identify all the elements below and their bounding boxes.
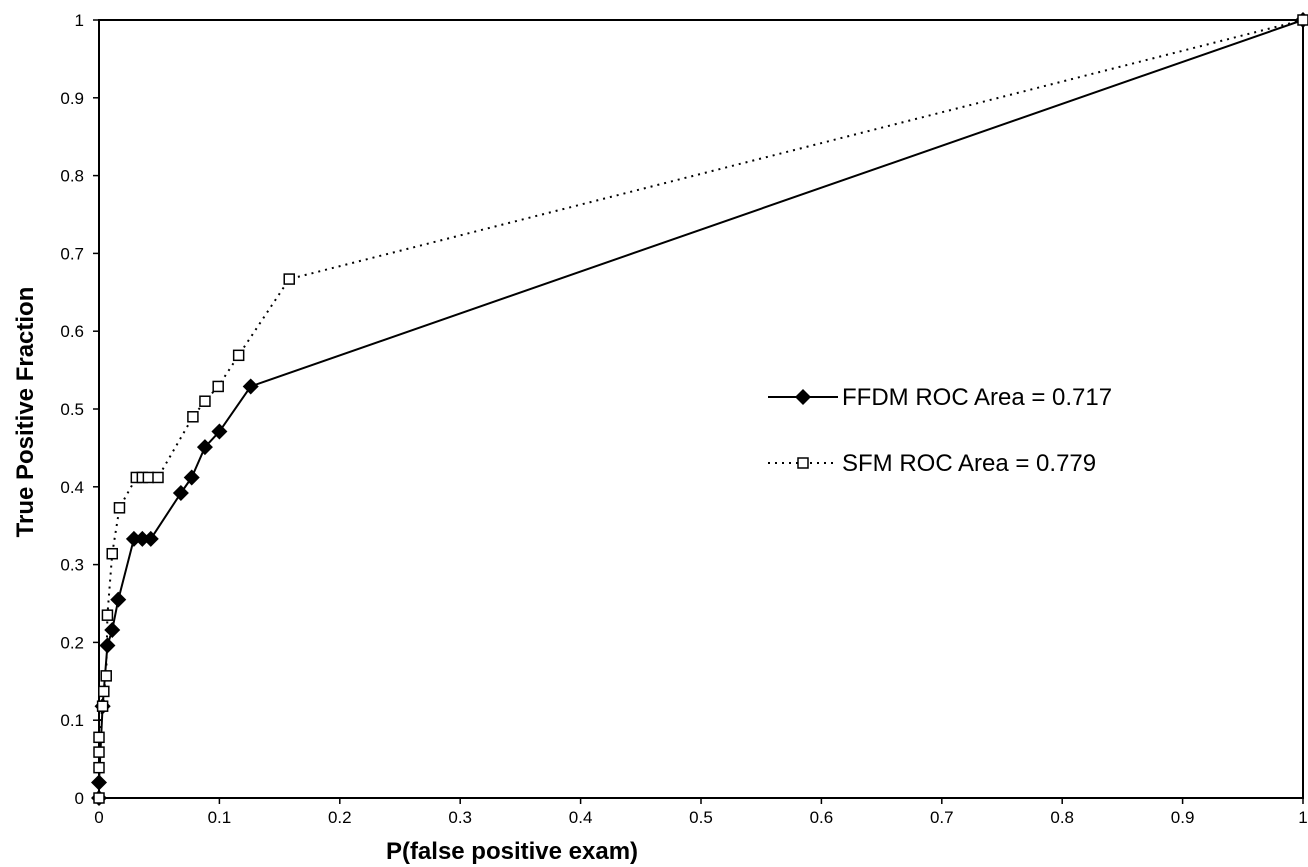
- data-point-ffdm: [196, 439, 213, 456]
- y-axis-title: True Positive Fraction: [12, 287, 39, 538]
- x-tick-label: 0.2: [328, 808, 352, 827]
- data-point-ffdm: [110, 591, 127, 608]
- data-point-sfm: [101, 609, 114, 621]
- x-tick-label: 0.1: [208, 808, 232, 827]
- data-point-ffdm: [99, 637, 116, 654]
- y-tick-label: 0.1: [60, 711, 84, 730]
- data-point-sfm: [152, 471, 164, 484]
- legend-marker-sfm: [797, 457, 809, 469]
- x-tick-label: 1: [1298, 808, 1307, 827]
- y-tick-label: 0.9: [60, 89, 84, 108]
- x-tick-label: 0: [94, 808, 103, 827]
- y-tick-label: 0.6: [60, 322, 84, 341]
- series-line-sfm: [98, 19, 1304, 798]
- data-point-sfm: [199, 395, 211, 407]
- legend-marker-ffdm: [795, 389, 811, 405]
- legend-label-ffdm: FFDM ROC Area = 0.717: [842, 384, 1112, 411]
- x-tick-label: 0.4: [569, 808, 593, 827]
- legend: FFDM ROC Area = 0.717 SFM ROC Area = 0.7…: [768, 384, 1112, 477]
- data-point-sfm: [283, 273, 295, 285]
- legend-item-ffdm: FFDM ROC Area = 0.717: [768, 384, 1112, 411]
- y-tick-label: 0.4: [60, 478, 84, 497]
- legend-label-sfm: SFM ROC Area = 0.779: [842, 450, 1096, 477]
- x-tick-label: 0.6: [810, 808, 834, 827]
- data-point-sfm: [212, 380, 224, 393]
- data-point-sfm: [93, 792, 105, 804]
- data-point-ffdm: [134, 530, 151, 547]
- series-layer: [91, 12, 1308, 806]
- y-tick-label: 0: [75, 789, 84, 808]
- x-tick-label: 0.8: [1050, 808, 1074, 827]
- data-point-sfm: [113, 502, 126, 514]
- data-point-ffdm: [172, 485, 189, 502]
- y-tick-label: 1: [75, 11, 84, 30]
- x-tick-label: 0.7: [930, 808, 954, 827]
- data-point-sfm: [100, 670, 112, 682]
- x-tick-label: 0.5: [689, 808, 713, 827]
- data-point-sfm: [93, 746, 105, 758]
- axis-ticks: 0 0.1 0.2 0.3 0.4 0.5 0.6 0.7 0.8 0.9 1 0 0.1 0.2 0.3 0…: [60, 11, 1307, 827]
- plot-area: [98, 19, 1304, 799]
- y-tick-label: 0.8: [60, 167, 84, 186]
- series-sfm: [93, 14, 1308, 804]
- data-point-ffdm: [242, 378, 259, 395]
- x-axis-title: P(false positive exam): [386, 838, 638, 865]
- data-point-sfm: [93, 761, 105, 774]
- data-point-sfm: [98, 685, 110, 698]
- y-tick-label: 0.5: [60, 400, 84, 419]
- data-point-ffdm: [211, 423, 228, 440]
- y-tick-label: 0.7: [60, 244, 84, 263]
- data-point-ffdm: [104, 621, 121, 638]
- legend-item-sfm: SFM ROC Area = 0.779: [768, 450, 1096, 477]
- data-point-sfm: [1297, 14, 1308, 26]
- data-point-ffdm: [125, 530, 142, 547]
- data-point-sfm: [96, 700, 109, 712]
- y-tick-label: 0.2: [60, 633, 84, 652]
- data-point-sfm: [106, 547, 118, 560]
- x-tick-label: 0.9: [1171, 808, 1195, 827]
- data-point-sfm: [232, 349, 245, 362]
- data-point-ffdm: [142, 530, 159, 547]
- x-tick-label: 0.3: [448, 808, 472, 827]
- data-point-sfm: [187, 411, 199, 423]
- data-point-ffdm: [183, 469, 200, 486]
- data-point-sfm: [142, 471, 155, 484]
- data-point-sfm: [93, 731, 105, 744]
- y-tick-label: 0.3: [60, 556, 84, 575]
